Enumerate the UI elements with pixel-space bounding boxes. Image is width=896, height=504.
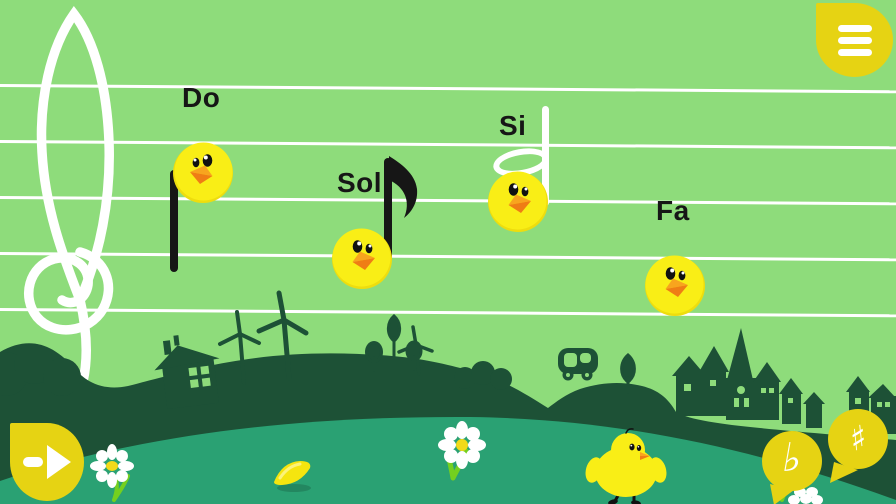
flat-icon: ♭ — [778, 434, 806, 484]
flat-button[interactable]: ♭ — [762, 431, 822, 491]
note-sol[interactable] — [331, 227, 393, 289]
sharp-bubble-tail — [830, 462, 858, 483]
note-do[interactable] — [172, 141, 234, 203]
house-silhouette — [154, 335, 220, 410]
car-icon — [558, 348, 598, 381]
note-stem-do — [170, 170, 178, 272]
sharp-button[interactable]: ♯ — [828, 409, 888, 469]
lemon-decoration — [274, 461, 311, 492]
note-label-do: Do — [182, 82, 221, 113]
note-fa[interactable] — [644, 254, 706, 316]
note-label-fa: Fa — [656, 195, 690, 226]
hamburger-icon — [837, 24, 872, 56]
menu-button[interactable] — [816, 3, 893, 77]
walking-chick — [585, 428, 667, 504]
note-label-si: Si — [499, 110, 527, 141]
daisy-flower — [438, 421, 486, 481]
tree-icons — [365, 314, 636, 394]
note-stem-si — [542, 106, 549, 206]
daisy-flower — [90, 444, 134, 502]
note-stem-sol — [384, 158, 392, 260]
sharp-icon: ♯ — [847, 418, 869, 460]
next-button[interactable] — [10, 423, 84, 501]
arrow-right-icon — [23, 445, 71, 479]
town-silhouette — [672, 328, 896, 434]
eighth-flag-icon — [389, 156, 418, 218]
note-label-sol: Sol — [337, 167, 383, 198]
note-si[interactable] — [487, 170, 549, 232]
